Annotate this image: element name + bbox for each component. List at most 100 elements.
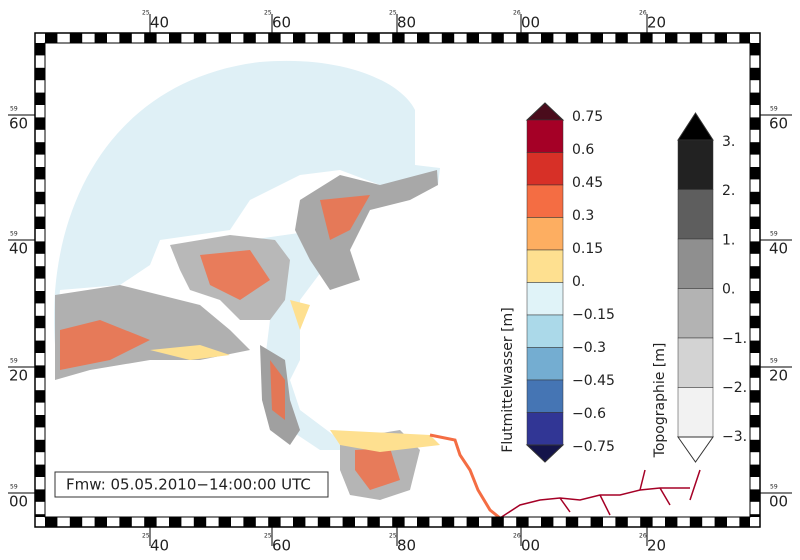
bottom-label: 00	[521, 537, 540, 555]
frame-block	[750, 390, 760, 403]
frame-block	[392, 517, 405, 527]
frame-block	[750, 266, 760, 279]
frame-block	[590, 517, 603, 527]
bottom-small: 25	[264, 533, 272, 540]
left-small: 59	[10, 358, 18, 365]
colorbar-segment	[677, 139, 714, 190]
frame-block	[69, 33, 83, 43]
colorbar-label: 3.	[722, 134, 735, 150]
colorbar-segment	[677, 387, 714, 438]
frame-block	[665, 33, 678, 43]
right-small: 59	[770, 484, 778, 491]
frame-block	[750, 514, 760, 517]
bottom-small: 26	[639, 533, 647, 540]
frame-block	[119, 517, 132, 527]
frame-block	[739, 517, 750, 527]
bottom-label: 40	[150, 537, 169, 555]
top-label: 60	[272, 14, 291, 32]
left-label: 60	[9, 115, 28, 133]
colorbar-segment	[526, 314, 564, 348]
right-label: 40	[769, 240, 788, 258]
frame-block	[35, 216, 45, 229]
top-label: 40	[150, 14, 169, 32]
frame-block	[491, 33, 504, 43]
frame-block	[35, 241, 45, 254]
frame-block	[35, 43, 45, 56]
frame-block	[35, 191, 45, 205]
frame-block	[144, 517, 157, 527]
left-label: 00	[9, 493, 28, 511]
frame-block	[417, 517, 430, 527]
frame-block	[35, 167, 45, 180]
bottom-label: 80	[397, 537, 416, 555]
top-small: 25	[142, 10, 150, 17]
colorbar-over	[525, 102, 565, 121]
colorbar-segment	[526, 119, 564, 153]
right-label: 20	[769, 367, 788, 385]
frame-block	[35, 315, 45, 329]
colorbar-label: −1.	[722, 331, 747, 347]
frame-block	[69, 517, 83, 527]
flood-zone	[60, 195, 400, 490]
frame-block	[169, 33, 182, 43]
frame-block	[689, 33, 703, 43]
frame-block	[293, 517, 306, 527]
frame-block	[367, 517, 380, 527]
frame-block	[750, 489, 760, 502]
frame-block	[243, 517, 256, 527]
right-label: 60	[769, 115, 788, 133]
frame-block	[35, 439, 45, 453]
frame-block	[367, 33, 380, 43]
colorbar-label: −0.15	[572, 307, 615, 323]
bottom-small: 25	[142, 533, 150, 540]
colorbar-segment	[526, 184, 564, 218]
frame-block	[516, 33, 529, 43]
frame-block	[750, 191, 760, 205]
frame-block	[35, 340, 45, 353]
frame-block	[750, 142, 760, 155]
frame-block	[516, 517, 529, 527]
colorbar-label: 2.	[722, 183, 735, 199]
colorbar-label: −0.6	[572, 406, 606, 422]
timestamp-box	[54, 471, 329, 498]
frame-block	[750, 340, 760, 353]
frame-block	[342, 517, 355, 527]
colorbar-segment	[677, 337, 714, 388]
colorbar-label: −2.	[722, 380, 747, 396]
top-small: 25	[264, 10, 272, 17]
frame-block	[317, 517, 331, 527]
colorbar-label: −0.75	[572, 439, 615, 455]
frame-block	[35, 514, 45, 517]
left-label: 40	[9, 240, 28, 258]
frame-block	[268, 517, 281, 527]
colorbar-label: 1.	[722, 232, 735, 248]
frame-block	[35, 67, 45, 81]
colorbar-label: 0.6	[572, 142, 594, 158]
frame-block	[491, 517, 504, 527]
frame-block	[750, 117, 760, 130]
left-small: 59	[10, 231, 18, 238]
frame-block	[466, 33, 479, 43]
map-area	[54, 60, 701, 520]
frame-block	[35, 266, 45, 279]
top-label: 20	[647, 14, 666, 32]
frame-block	[750, 464, 760, 477]
frame-block	[94, 517, 107, 527]
frame-block	[35, 390, 45, 403]
colorbar-segment	[526, 347, 564, 381]
frame-block	[689, 517, 703, 527]
frame-block	[193, 517, 207, 527]
frame-block	[243, 33, 256, 43]
colorbar-over	[677, 112, 714, 141]
frame-block	[739, 33, 750, 43]
frame-block	[94, 33, 107, 43]
colorbar-under	[677, 436, 714, 463]
frame-block	[193, 33, 207, 43]
right-small: 59	[770, 231, 778, 238]
colorbar-label: 0.	[722, 282, 735, 298]
frame-block	[665, 517, 678, 527]
frame-block	[35, 117, 45, 130]
frame-block	[317, 33, 331, 43]
bottom-small: 25	[389, 533, 397, 540]
